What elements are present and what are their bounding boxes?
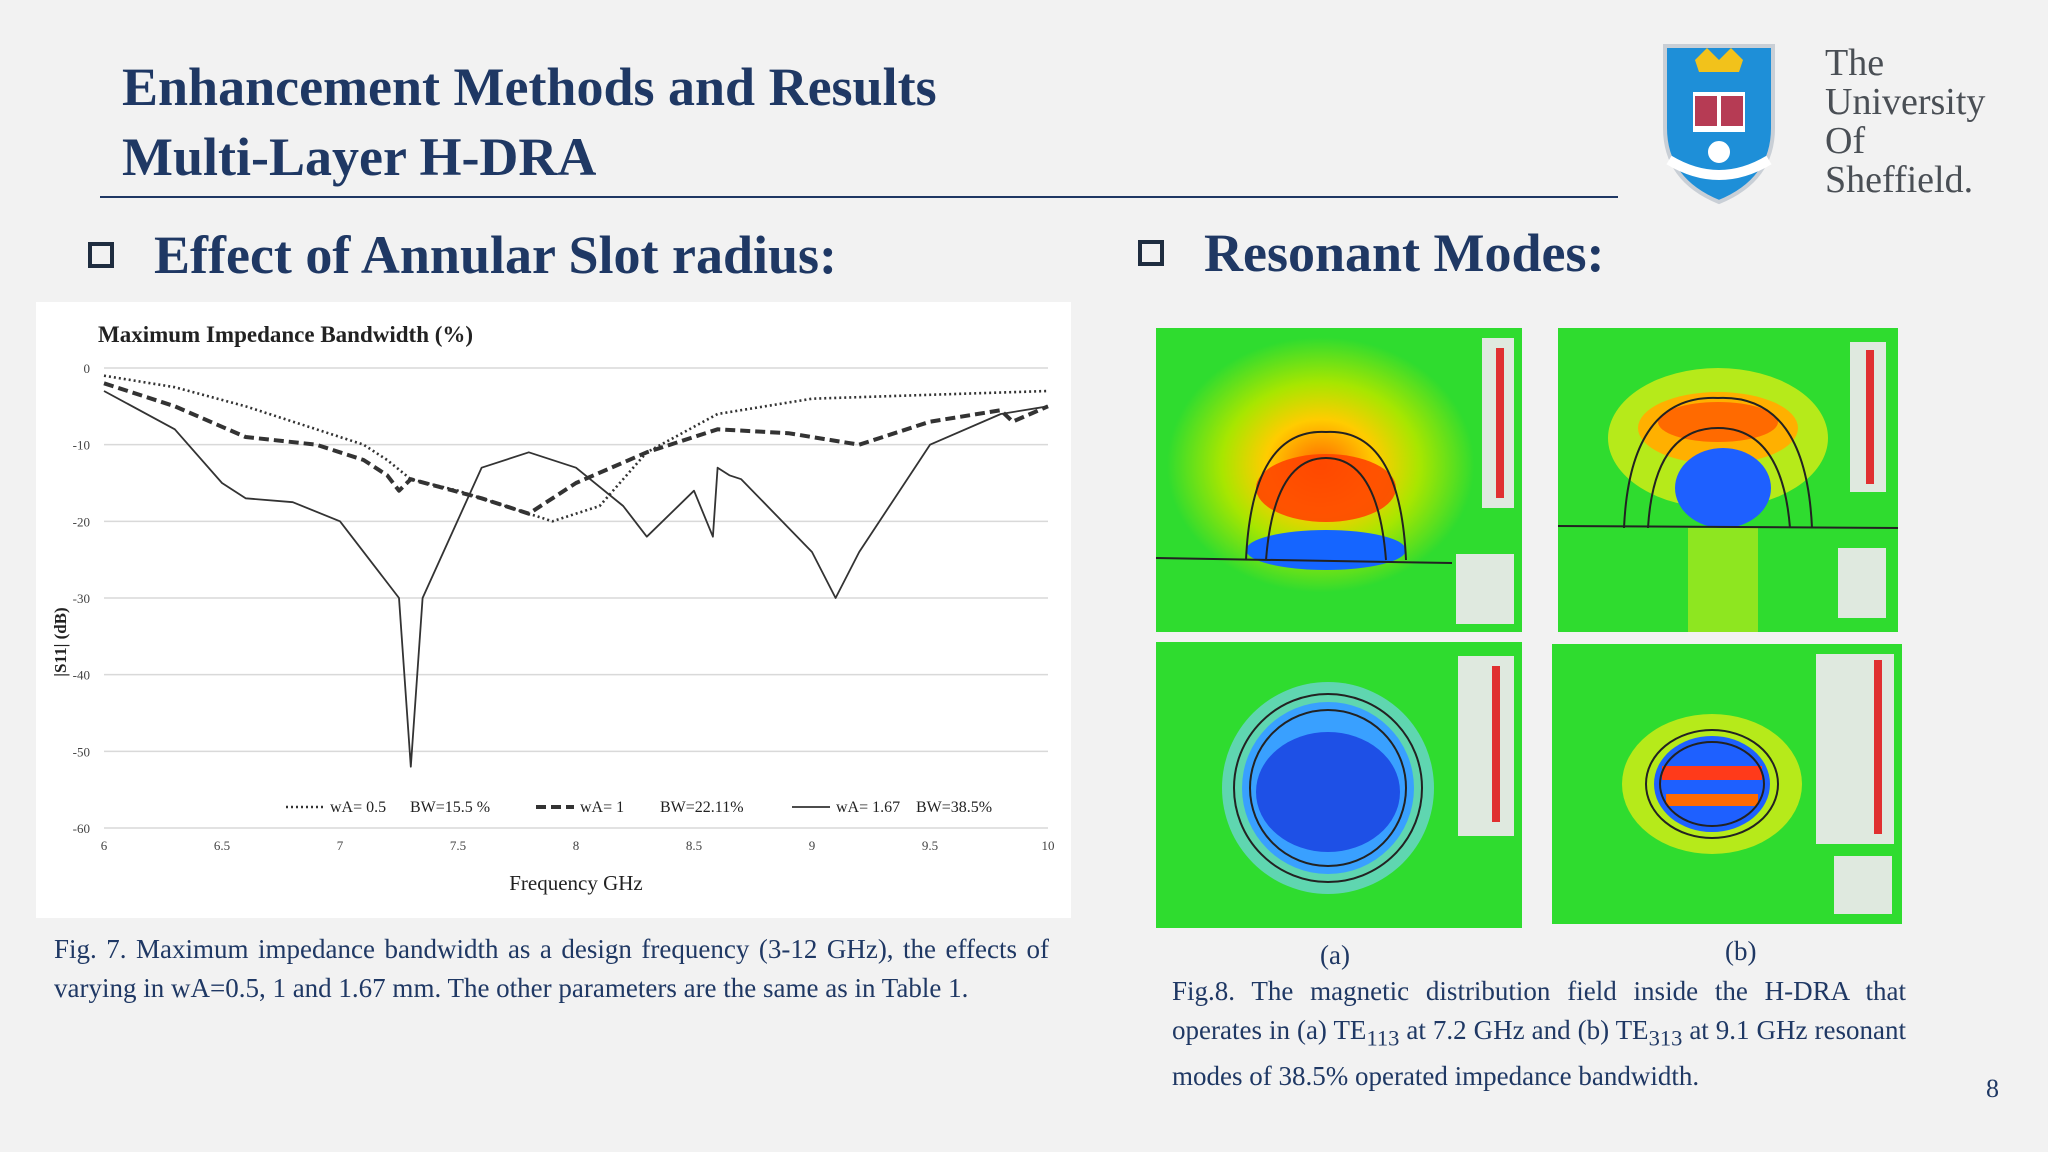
field-plot-b-side — [1558, 328, 1898, 632]
wordmark-line2: University — [1825, 81, 1986, 123]
wordmark-line4: Sheffield. — [1825, 159, 1974, 201]
right-heading-text: Resonant Modes: — [1204, 223, 1605, 283]
y-tick-label: -60 — [73, 821, 90, 836]
y-tick-label: -30 — [73, 591, 90, 606]
slide-title-line2: Multi-Layer H-DRA — [122, 127, 597, 187]
series-line-2 — [103, 381, 1049, 516]
left-heading-text: Effect of Annular Slot radius: — [154, 225, 838, 285]
left-section-heading: Effect of Annular Slot radius: — [88, 224, 837, 286]
university-crest-logo — [1663, 44, 1775, 205]
series-line-3 — [103, 390, 1049, 768]
page-number: 8 — [1986, 1074, 1999, 1103]
chart-ylabel: |S11| (dB) — [51, 607, 70, 676]
field-plot-a-top — [1156, 642, 1522, 928]
series-line-1 — [103, 374, 1049, 523]
chart-xlabel: Frequency GHz — [509, 871, 643, 895]
y-tick-label: -40 — [73, 668, 90, 683]
caption8-part2: at 7.2 GHz and (b) TE — [1399, 1015, 1649, 1045]
caption8-part3: at 9.1 GHz resonant modes of 38.5% opera… — [1172, 1015, 1907, 1092]
chart-title: Maximum Impedance Bandwidth (%) — [98, 322, 473, 347]
x-tick-label: 10 — [1042, 838, 1055, 853]
caption8-part1: Fig.8. The magnetic distribution field i… — [1172, 976, 1906, 1045]
figure7-caption: Fig. 7. Maximum impedance bandwidth as a… — [54, 934, 1049, 1003]
s11-chart: Maximum Impedance Bandwidth (%) 0 -10 -20 -… — [51, 322, 1055, 895]
legend-series-name: wA= 1.67 — [836, 799, 900, 816]
y-tick-label: -10 — [73, 438, 90, 453]
legend-series-name: wA= 1 — [580, 799, 624, 816]
x-tick-label: 9 — [809, 838, 816, 853]
x-tick-label: 6.5 — [214, 838, 230, 853]
legend-series-name: wA= 0.5 — [330, 799, 386, 816]
university-wordmark: The University Of Sheffield. — [1825, 44, 1985, 200]
field-plot-b-top — [1552, 644, 1902, 924]
x-tick-label: 9.5 — [922, 838, 938, 853]
y-tick-label: -20 — [73, 514, 90, 529]
x-tick-label: 8 — [573, 838, 580, 853]
wordmark-line1: The — [1825, 42, 1885, 84]
legend-bandwidth: BW=22.11% — [660, 799, 744, 816]
field-plot-a-side — [1156, 328, 1522, 632]
s11-chart-panel: Maximum Impedance Bandwidth (%) 0 -10 -20 -… — [36, 302, 1071, 918]
wordmark-line3: Of — [1825, 120, 1866, 162]
y-tick-label: 0 — [84, 361, 91, 376]
slide-title-line1: Enhancement Methods and Results — [122, 57, 937, 117]
y-tick-label: -50 — [73, 744, 90, 759]
x-tick-label: 7 — [337, 838, 344, 853]
x-tick-label: 8.5 — [686, 838, 702, 853]
figure8-caption: Fig.8. The magnetic distribution field i… — [1172, 972, 1906, 1096]
label-a: (a) — [1320, 940, 1350, 970]
slide-title: Enhancement Methods and Results Multi-La… — [122, 52, 937, 192]
legend-bandwidth: BW=38.5% — [916, 799, 992, 816]
legend-bandwidth: BW=15.5 % — [410, 799, 490, 816]
x-tick-label: 7.5 — [450, 838, 466, 853]
caption8-subscript2: 313 — [1648, 1025, 1683, 1051]
right-section-heading: Resonant Modes: — [1138, 222, 1605, 284]
title-divider — [100, 196, 1618, 198]
caption8-subscript1: 113 — [1366, 1025, 1400, 1051]
label-b: (b) — [1725, 936, 1757, 966]
checkbox-bullet-icon — [1138, 240, 1164, 266]
x-tick-label: 6 — [101, 838, 108, 853]
checkbox-bullet-icon — [88, 242, 114, 268]
